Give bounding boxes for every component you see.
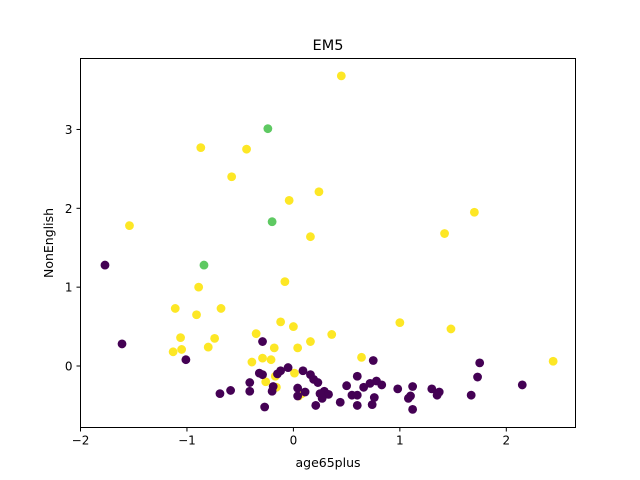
scatter-point-46 [258,337,267,346]
chart-title: EM5 [313,38,344,54]
scatter-point-44 [117,339,127,349]
scatter-point-56 [352,371,362,381]
scatter-point-61 [313,378,323,387]
scatter-point-27 [177,345,187,354]
scatter-point-14 [192,310,201,320]
scatter-point-92 [352,401,362,410]
scatter-point-89 [317,393,327,403]
y-tick-label: 2 [65,202,73,216]
y-axis-label: NonEnglish [41,208,56,278]
x-tick-label: 2 [502,434,510,448]
y-tick-label: 0 [65,360,73,374]
scatter-point-8 [440,229,449,238]
scatter-point-31 [266,355,276,365]
scatter-point-30 [258,353,267,363]
scatter-point-25 [293,343,303,353]
x-tick-label: −2 [72,434,90,448]
scatter-point-36 [261,377,271,387]
scatter-point-4 [314,187,324,197]
scatter-point-76 [300,387,310,397]
x-axis-label: age65plus [295,455,360,470]
scatter-point-6 [469,207,479,217]
scatter-point-47 [368,356,378,365]
scatter-point-94 [260,402,270,412]
points-layer [100,71,558,414]
scatter-point-40 [263,124,273,134]
scatter-point-53 [273,369,282,379]
y-tick-label: 1 [65,281,73,295]
scatter-point-9 [306,232,315,242]
plot-frame [80,58,576,428]
scatter-point-50 [298,366,308,376]
scatter-point-91 [311,401,321,410]
scatter-point-69 [293,383,303,393]
scatter-point-83 [352,390,362,400]
scatter-point-7 [125,221,134,231]
x-tick-label: 1 [396,434,404,448]
scatter-point-70 [393,384,403,394]
scatter-point-90 [335,397,345,407]
scatter-point-42 [199,260,209,270]
scatter-point-82 [432,390,442,400]
scatter-point-48 [475,358,485,368]
scatter-point-2 [242,144,251,154]
scatter-point-33 [247,357,257,367]
y-tick-label: 3 [65,123,73,137]
scatter-point-60 [245,378,255,387]
scatter-point-62 [365,378,375,388]
scatter-point-24 [203,342,213,352]
scatter-point-26 [269,343,279,353]
scatter-point-65 [342,381,352,391]
scatter-point-80 [324,389,333,399]
scatter-point-57 [473,372,482,382]
scatter-point-15 [276,317,286,327]
scatter-point-0 [336,71,346,81]
scatter-point-19 [251,329,261,339]
scatter-point-29 [357,352,366,362]
scatter-point-10 [280,277,290,287]
scatter-point-68 [408,382,418,391]
scatter-point-87 [369,393,379,402]
scatter-point-88 [403,393,413,403]
scatter-point-41 [267,217,277,227]
scatter-point-73 [245,386,255,396]
scatter-point-71 [427,384,437,394]
ticks-layer: −2 −1 0 1 2 0 1 2 3 [65,123,510,448]
x-tick-label: 0 [290,434,298,448]
scatter-point-28 [168,347,178,357]
scatter-point-3 [227,172,237,182]
scatter-point-95 [408,404,418,414]
scatter-point-16 [395,318,405,328]
scatter-point-93 [367,400,377,410]
scatter-point-72 [226,386,236,395]
scatter-point-45 [181,355,191,365]
scatter-point-17 [289,322,298,331]
scatter-point-86 [293,391,303,401]
scatter-point-49 [283,363,293,372]
scatter-point-13 [216,304,226,313]
scatter-point-34 [290,368,299,378]
scatter-point-63 [377,380,387,390]
scatter-point-67 [359,382,369,392]
scatter-point-54 [258,370,267,380]
scatter-point-32 [548,356,558,366]
scatter-point-12 [170,304,180,313]
scatter-point-20 [327,330,337,339]
scatter-point-5 [284,196,294,205]
scatter-point-23 [306,337,315,346]
scatter-point-74 [267,386,277,396]
scatter-point-43 [100,260,110,270]
scatter-point-64 [517,380,527,390]
scatter-point-11 [194,282,204,292]
scatter-point-21 [176,333,185,343]
scatter-point-79 [215,389,225,398]
scatter-point-18 [446,324,456,334]
scatter-point-22 [210,334,220,343]
scatter-point-85 [466,390,476,400]
scatter-point-1 [196,143,206,153]
x-tick-label: −1 [178,434,196,448]
